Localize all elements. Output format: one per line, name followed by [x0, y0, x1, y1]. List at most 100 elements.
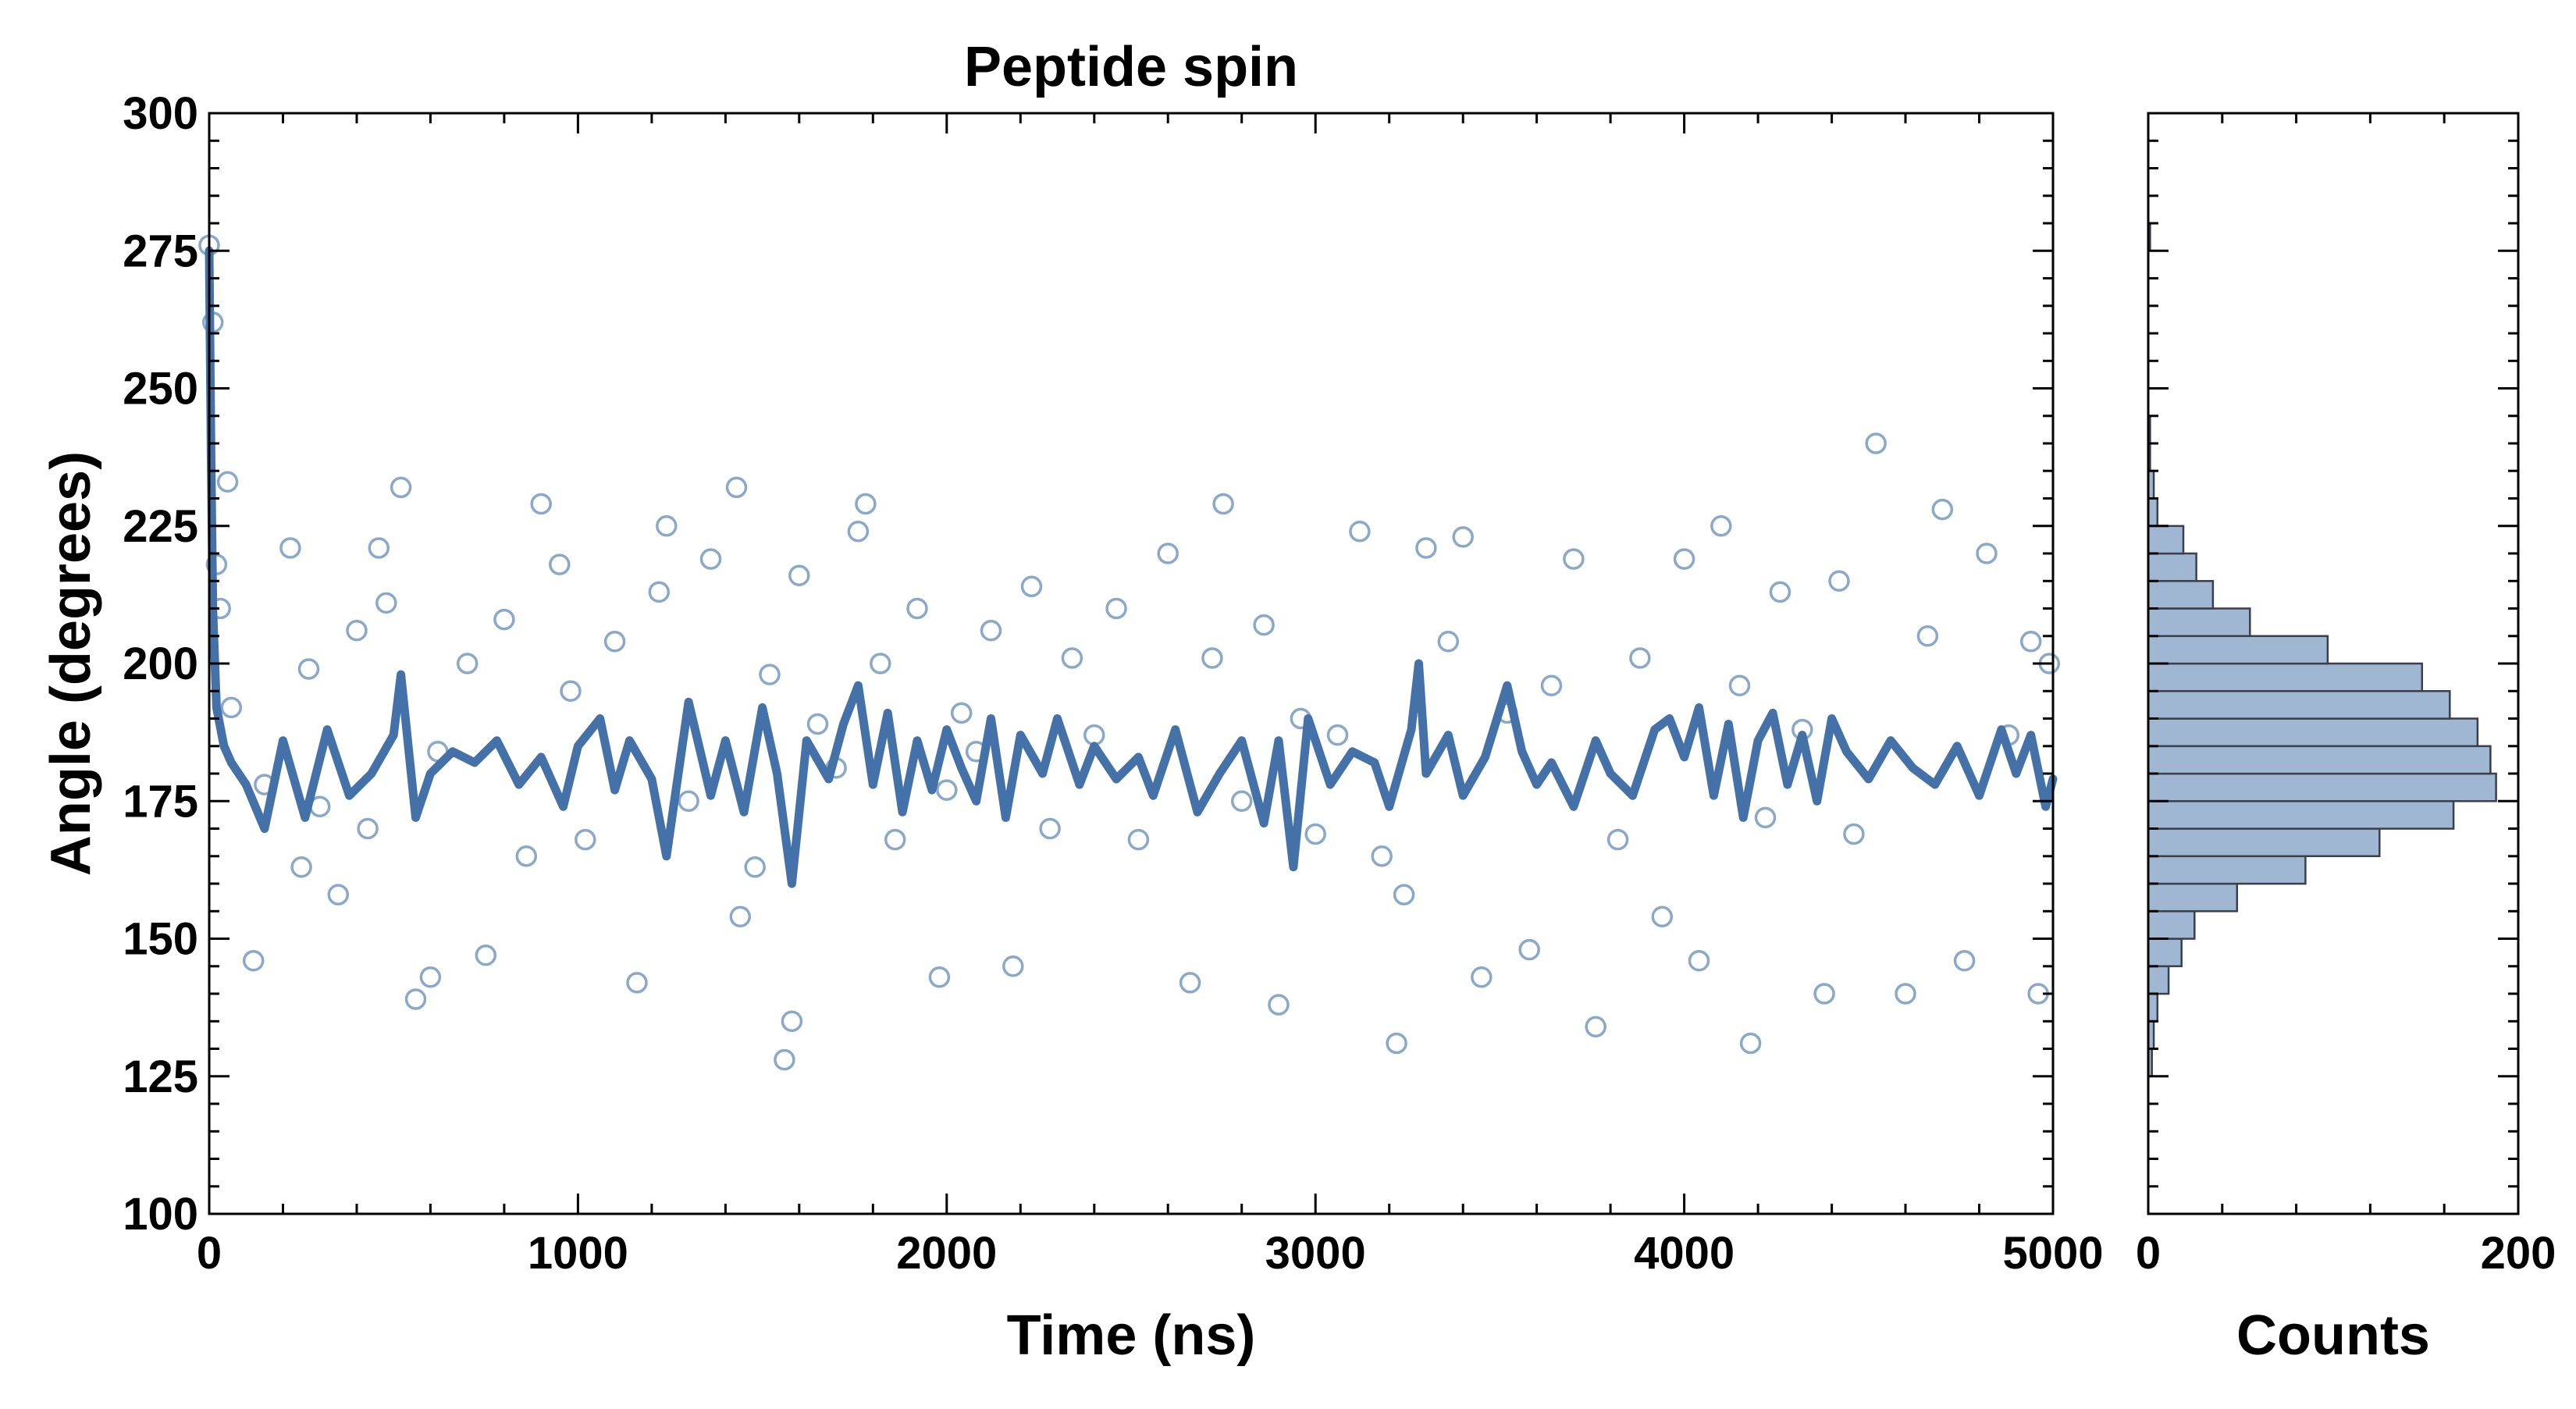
chart-title: Peptide spin — [964, 36, 1298, 98]
scatter-point — [1673, 548, 1695, 570]
scatter-point — [1710, 515, 1732, 537]
y-axis-label: Angle (degrees) — [40, 451, 102, 876]
scatter-point — [1179, 972, 1201, 994]
scatter-point — [1895, 983, 1916, 1005]
scatter-point — [1105, 597, 1127, 620]
histogram-bar — [2147, 938, 2183, 968]
scatter-point — [515, 845, 538, 867]
scatter-point — [357, 817, 379, 840]
histogram-bar — [2147, 992, 2159, 1023]
scatter-point — [1471, 966, 1493, 988]
scatter-point — [419, 966, 442, 988]
main-axes-frame — [208, 112, 2055, 1215]
histogram-bar — [2147, 607, 2251, 638]
scatter-point — [216, 471, 239, 493]
scatter-point — [1828, 570, 1850, 592]
scatter-point — [1020, 575, 1043, 598]
scatter-point — [1916, 625, 1939, 647]
scatter-point — [290, 856, 312, 878]
scatter-point — [847, 521, 870, 543]
scatter-point — [1865, 432, 1887, 454]
scatter-point — [375, 592, 397, 614]
scatter-point — [1540, 674, 1563, 696]
scatter-point — [1518, 938, 1540, 961]
scatter-point — [648, 581, 671, 603]
histogram-plot-area: 0 200 — [2136, 112, 2556, 1279]
scatter-point — [1268, 994, 1290, 1016]
scatter-point — [781, 1010, 803, 1033]
scatter-point — [699, 548, 722, 570]
scatter-point — [1629, 647, 1651, 669]
hist-x-tick-label: 200 — [2481, 1228, 2556, 1279]
x-tick-label: 4000 — [1634, 1228, 1735, 1279]
scatter-point — [1728, 674, 1751, 696]
x-axis-label: Time (ns) — [1007, 1304, 1256, 1367]
x-tick-label: 0 — [197, 1228, 222, 1279]
scatter-point — [1563, 548, 1585, 570]
histogram-bar — [2147, 662, 2424, 692]
scatter-point — [404, 988, 427, 1010]
histogram-bar — [2147, 525, 2185, 555]
y-tick-label: 100 — [123, 1189, 198, 1240]
scatter-point — [1127, 828, 1150, 851]
y-tick-label: 150 — [123, 914, 198, 965]
scatter-point — [1304, 823, 1326, 845]
scatter-point — [1606, 828, 1629, 851]
scatter-point — [1386, 1032, 1407, 1055]
scatter-point — [493, 608, 515, 631]
histogram-bar — [2147, 800, 2455, 830]
scatter-point — [549, 553, 571, 575]
histogram-bar — [2147, 772, 2497, 802]
scatter-point — [729, 906, 752, 928]
scatter-point — [1039, 817, 1061, 840]
y-tick-label: 275 — [123, 226, 198, 276]
scatter-point — [678, 790, 699, 813]
histogram-x-axis-label: Counts — [2236, 1304, 2430, 1367]
scatter-point — [1739, 1032, 1762, 1055]
histogram-bar — [2147, 690, 2451, 720]
histogram-bars — [2147, 222, 2497, 1078]
scatter-point — [1769, 581, 1791, 603]
histogram-bar — [2147, 497, 2159, 528]
scatter-point — [1651, 906, 1674, 928]
scatter-point — [725, 476, 748, 499]
histogram-bar — [2147, 552, 2197, 582]
scatter-point — [759, 664, 781, 685]
scatter-point — [242, 949, 265, 972]
x-tick-label: 3000 — [1265, 1228, 1366, 1279]
scatter-point — [870, 653, 891, 674]
scatter-point — [884, 828, 906, 851]
scatter-point — [575, 828, 596, 851]
scatter-point — [1437, 631, 1460, 653]
scatter-point — [560, 680, 582, 703]
x-tick-label: 1000 — [528, 1228, 628, 1279]
scatter-point — [456, 653, 479, 674]
scatter-point — [980, 619, 1002, 642]
scatter-point — [220, 696, 243, 719]
scatter-point — [656, 515, 678, 537]
scatter-point — [1201, 647, 1223, 669]
histogram-bar — [2147, 717, 2479, 748]
scatter-point — [390, 476, 412, 499]
histogram-bar — [2147, 965, 2170, 995]
scatter-point — [475, 944, 497, 966]
scatter-point — [1452, 526, 1474, 548]
scatter-point — [1415, 537, 1437, 559]
y-tick-label: 175 — [123, 776, 198, 827]
scatter-point — [1976, 543, 1998, 564]
scatter-point — [297, 658, 320, 680]
scatter-point — [1585, 1016, 1606, 1038]
scatter-point — [1212, 493, 1234, 515]
y-tick-label: 125 — [123, 1051, 198, 1102]
scatter-point — [603, 631, 626, 653]
histogram-bar — [2147, 882, 2239, 913]
scatter-point — [774, 1048, 795, 1071]
histogram-bar — [2147, 910, 2196, 940]
scatter-point — [744, 856, 766, 878]
scatter-point — [1688, 949, 1710, 972]
y-tick-label: 225 — [123, 501, 198, 552]
scatter-point — [788, 564, 810, 586]
scatter-point — [1754, 806, 1777, 829]
